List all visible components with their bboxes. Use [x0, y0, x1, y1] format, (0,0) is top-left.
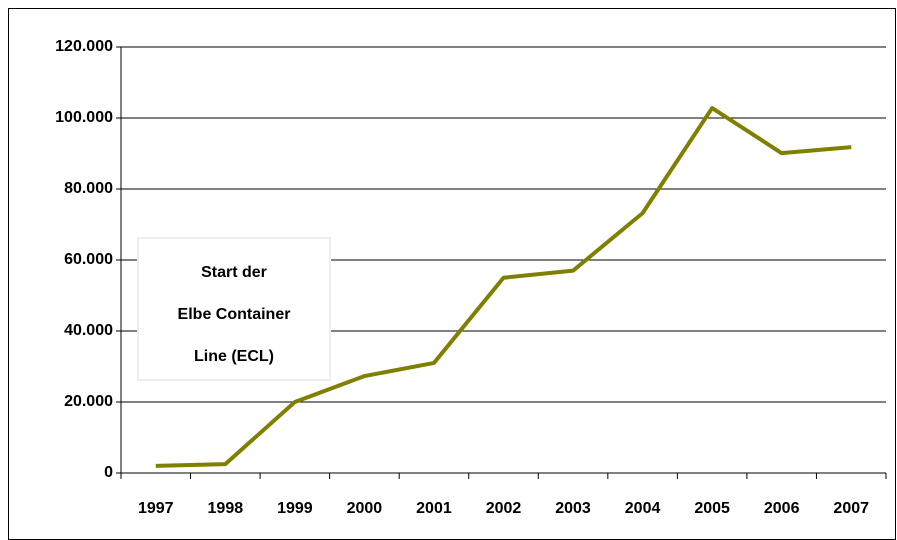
- y-tick-label: 0: [104, 464, 113, 481]
- x-tick-label: 2001: [416, 500, 452, 517]
- data-line: [155, 106, 852, 468]
- annotation: Line (ECL): [194, 348, 274, 365]
- x-tick-label: 2007: [833, 500, 869, 517]
- y-tick-label: 120.000: [55, 38, 113, 55]
- x-tick-label: 1999: [277, 500, 313, 517]
- x-tick-label: 2006: [764, 500, 800, 517]
- x-tick-label: 2004: [625, 500, 661, 517]
- annotation: Start der: [201, 264, 267, 281]
- y-tick-label: 20.000: [64, 393, 113, 410]
- y-tick-label: 100.000: [55, 109, 113, 126]
- y-tick-label: 40.000: [64, 322, 113, 339]
- x-tick-label: 1997: [138, 500, 174, 517]
- x-tick-label: 2005: [694, 500, 730, 517]
- y-tick-label: 80.000: [64, 180, 113, 197]
- x-tick-label: 2002: [486, 500, 522, 517]
- x-tick-label: 1998: [208, 500, 244, 517]
- annotation: Elbe Container: [178, 306, 291, 323]
- x-tick-label: 2003: [555, 500, 591, 517]
- y-tick-label: 60.000: [64, 251, 113, 268]
- annotation-box: [137, 237, 331, 381]
- x-tick-label: 2000: [347, 500, 383, 517]
